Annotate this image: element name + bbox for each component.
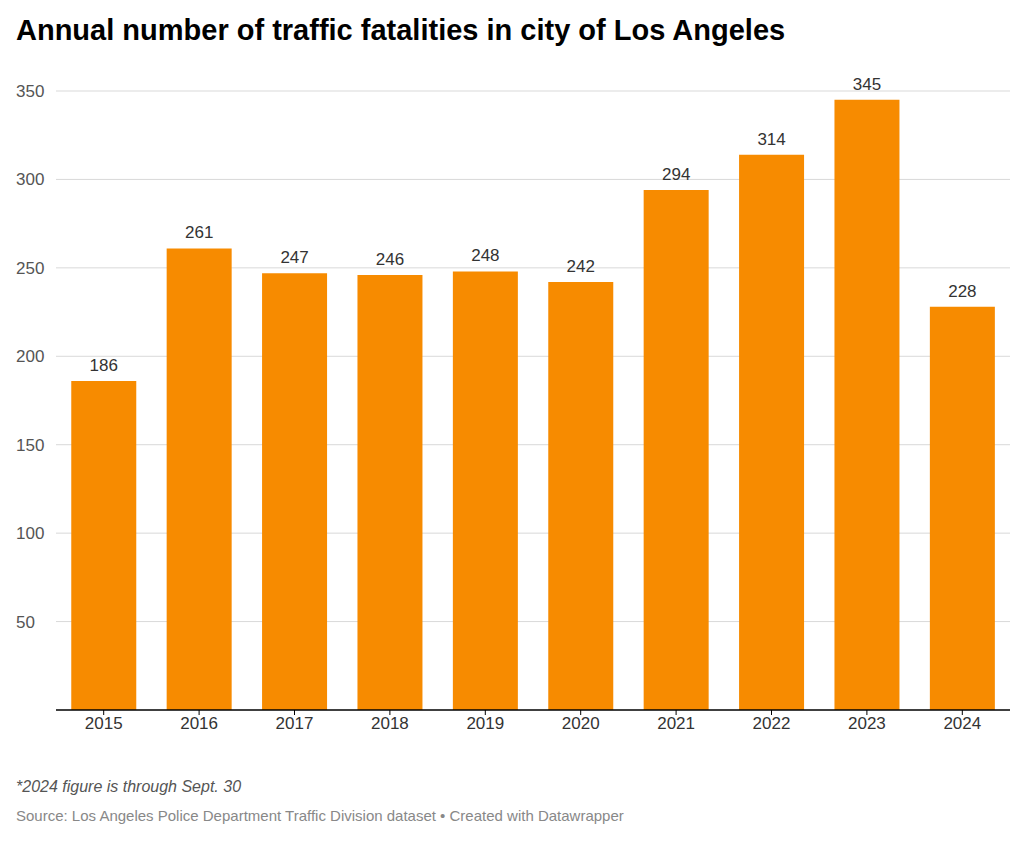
svg-text:294: 294 <box>662 165 690 184</box>
svg-text:314: 314 <box>757 130 785 149</box>
svg-text:247: 247 <box>280 248 308 267</box>
svg-text:246: 246 <box>376 250 404 269</box>
html-text:*2024 figure is through Sept.: *2024 figure is through Sept. 30 <box>16 778 241 795</box>
svg-text:2021: 2021 <box>657 714 695 733</box>
svg-text:2017: 2017 <box>276 714 314 733</box>
svg-text:186: 186 <box>90 356 118 375</box>
svg-text:261: 261 <box>185 223 213 242</box>
html-text:Annual number of traffic fatal: Annual number of traffic fatalities in c… <box>16 14 786 46</box>
svg-text:2016: 2016 <box>180 714 218 733</box>
svg-text:2020: 2020 <box>562 714 600 733</box>
svg-text:2019: 2019 <box>466 714 504 733</box>
svg-text:345: 345 <box>853 75 881 94</box>
svg-text:248: 248 <box>471 246 499 265</box>
svg-text:2023: 2023 <box>848 714 886 733</box>
svg-text:300: 300 <box>16 170 44 189</box>
svg-text:150: 150 <box>16 436 44 455</box>
svg-text:250: 250 <box>16 259 44 278</box>
svg-text:100: 100 <box>16 524 44 543</box>
svg-text:242: 242 <box>567 257 595 276</box>
svg-text:2022: 2022 <box>753 714 791 733</box>
svg-text:2018: 2018 <box>371 714 409 733</box>
svg-text:50: 50 <box>16 613 35 632</box>
svg-text:2024: 2024 <box>943 714 981 733</box>
svg-text:200: 200 <box>16 347 44 366</box>
svg-text:350: 350 <box>16 82 44 101</box>
svg-text:2015: 2015 <box>85 714 123 733</box>
html-text:Source: Los Angeles Police Dep: Source: Los Angeles Police Department Tr… <box>16 807 624 824</box>
svg-text:228: 228 <box>948 282 976 301</box>
